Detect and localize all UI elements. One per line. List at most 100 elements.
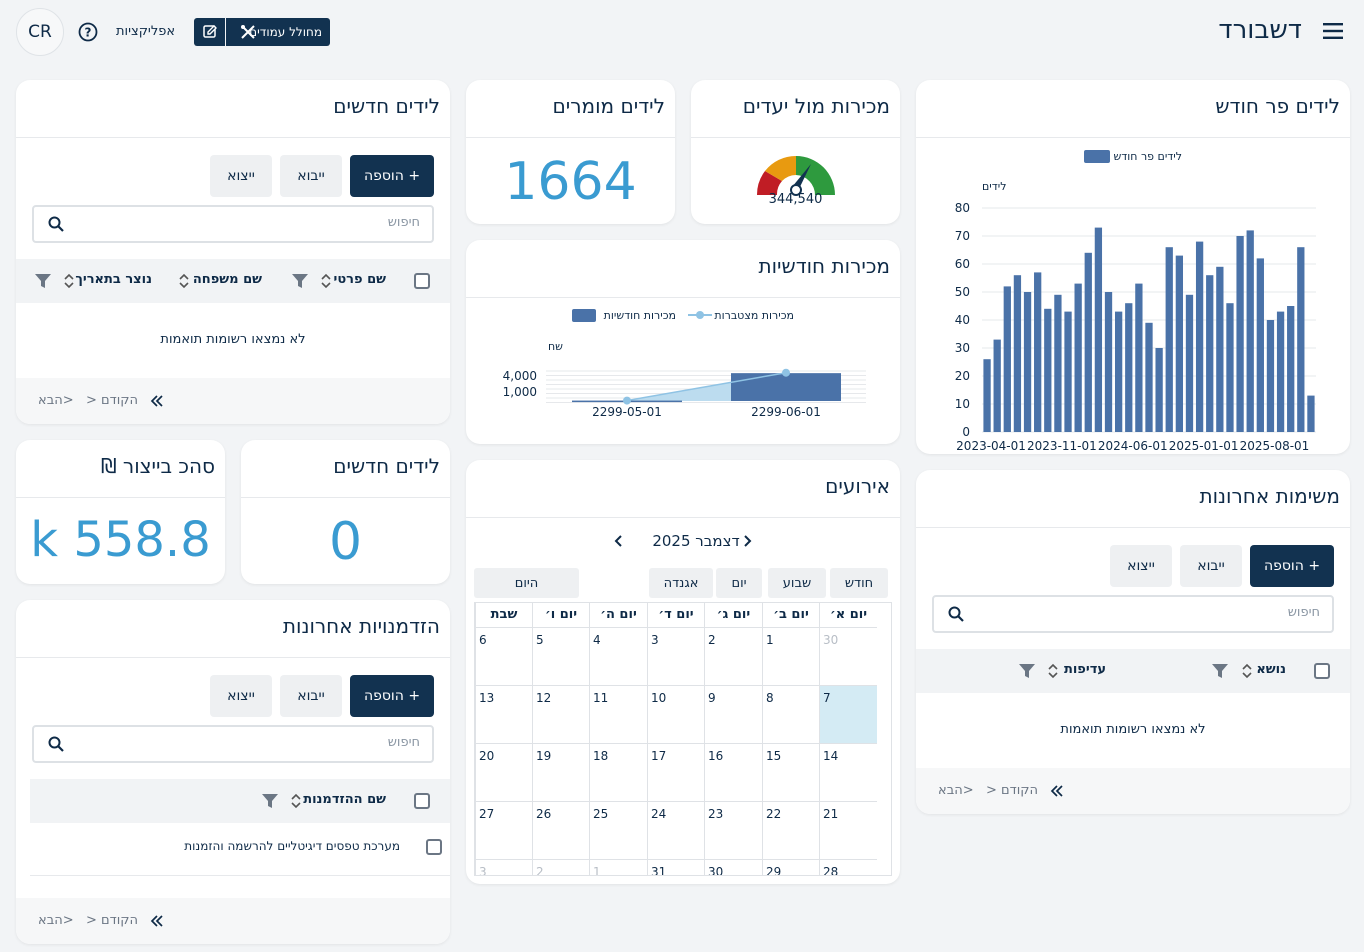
calendar-day[interactable]: 27: [475, 801, 532, 859]
table-row[interactable]: מערכת טפסים דיגיטליים להרשמה והזמנות: [30, 824, 450, 876]
select-all-checkbox[interactable]: [1314, 663, 1330, 679]
calendar-day[interactable]: 3: [647, 627, 704, 685]
card-title: מכירות מול יעדים: [742, 94, 890, 118]
calendar-day[interactable]: 2: [532, 859, 589, 875]
select-all-checkbox[interactable]: [414, 793, 430, 809]
day-number: 22: [766, 807, 782, 821]
calendar-day[interactable]: 4: [589, 627, 647, 685]
calendar-day[interactable]: 23: [704, 801, 762, 859]
column-first-name[interactable]: שם פרטי: [333, 272, 386, 287]
import-button[interactable]: ייבוא: [280, 675, 342, 717]
add-button[interactable]: + הוספה: [1250, 545, 1334, 587]
calendar-day[interactable]: 6: [475, 627, 532, 685]
calendar-day[interactable]: 28: [819, 859, 877, 876]
calendar-day[interactable]: 1: [589, 859, 647, 875]
first-page-icon[interactable]: [150, 394, 164, 408]
calendar-day[interactable]: 2: [704, 627, 762, 685]
export-button[interactable]: ייצוא: [1110, 545, 1172, 587]
search-icon: [948, 606, 964, 622]
day-number: 25: [593, 807, 609, 821]
calendar-day[interactable]: 21: [819, 801, 877, 859]
calendar-day[interactable]: 8: [762, 685, 819, 743]
calendar-day[interactable]: 25: [589, 801, 647, 859]
next-button[interactable]: <הבא: [38, 393, 74, 408]
row-checkbox[interactable]: [426, 839, 442, 855]
sort-icon[interactable]: [320, 273, 332, 289]
page-builder-button[interactable]: מחולל עמודים: [226, 18, 330, 46]
next-button[interactable]: <הבא: [38, 913, 74, 928]
add-button[interactable]: + הוספה: [350, 155, 434, 197]
select-all-checkbox[interactable]: [414, 273, 430, 289]
sort-icon[interactable]: [1047, 663, 1059, 679]
calendar-day[interactable]: 30: [819, 627, 877, 685]
view-agenda-button[interactable]: אגנדה: [649, 568, 713, 598]
column-subject[interactable]: נושא: [1256, 662, 1286, 677]
prev-button[interactable]: הקודם <: [986, 783, 1039, 798]
day-number: 28: [823, 865, 839, 876]
prev-month-icon[interactable]: [742, 534, 752, 548]
column-opportunity-name[interactable]: שם ההזדמנות: [303, 792, 386, 807]
prev-button[interactable]: הקודם <: [86, 913, 139, 928]
search-input[interactable]: חיפוש: [32, 725, 434, 763]
calendar-day[interactable]: 31: [647, 859, 704, 875]
sort-icon[interactable]: [1241, 663, 1253, 679]
calendar-day[interactable]: 3: [475, 859, 532, 875]
calendar-day[interactable]: 11: [589, 685, 647, 743]
next-button[interactable]: <הבא: [938, 783, 974, 798]
filter-icon[interactable]: [1212, 664, 1228, 678]
import-button[interactable]: ייבוא: [280, 155, 342, 197]
filter-icon[interactable]: [35, 274, 51, 288]
next-month-icon[interactable]: [614, 534, 624, 548]
bar: [1074, 283, 1082, 432]
menu-icon[interactable]: [1323, 22, 1343, 40]
calendar-day[interactable]: 17: [647, 743, 704, 801]
calendar-day[interactable]: 5: [532, 627, 589, 685]
apps-link[interactable]: אפליקציות: [116, 24, 176, 39]
filter-icon[interactable]: [1019, 664, 1035, 678]
calendar-day[interactable]: 26: [532, 801, 589, 859]
view-day-button[interactable]: יום: [716, 568, 762, 598]
calendar-day[interactable]: 12: [532, 685, 589, 743]
opportunity-name[interactable]: מערכת טפסים דיגיטליים להרשמה והזמנות: [184, 839, 400, 853]
calendar-day[interactable]: 7: [819, 685, 877, 743]
export-button[interactable]: ייצוא: [210, 155, 272, 197]
recent-opportunities-card: הזדמנויות אחרונות + הוספה ייבוא ייצוא חי…: [16, 600, 450, 944]
calendar-day[interactable]: 9: [704, 685, 762, 743]
bar: [1195, 241, 1204, 432]
calendar-day[interactable]: 30: [704, 859, 762, 875]
calendar-day[interactable]: 14: [819, 743, 877, 801]
add-button[interactable]: + הוספה: [350, 675, 434, 717]
edit-button[interactable]: [194, 18, 225, 46]
sort-icon[interactable]: [178, 273, 190, 289]
filter-icon[interactable]: [262, 794, 278, 808]
calendar-day[interactable]: 16: [704, 743, 762, 801]
search-input[interactable]: חיפוש: [932, 595, 1334, 633]
calendar-day[interactable]: 15: [762, 743, 819, 801]
column-priority[interactable]: עדיפות: [1063, 662, 1106, 677]
calendar-day[interactable]: 29: [762, 859, 819, 875]
calendar-day[interactable]: 24: [647, 801, 704, 859]
calendar-day[interactable]: 22: [762, 801, 819, 859]
calendar-day[interactable]: 20: [475, 743, 532, 801]
column-last-name[interactable]: שם משפחה: [192, 272, 262, 287]
first-page-icon[interactable]: [1050, 784, 1064, 798]
import-button[interactable]: ייבוא: [1180, 545, 1242, 587]
calendar-day[interactable]: 13: [475, 685, 532, 743]
search-input[interactable]: חיפוש: [32, 205, 434, 243]
help-icon[interactable]: ?: [78, 22, 98, 42]
calendar-day[interactable]: 10: [647, 685, 704, 743]
export-button[interactable]: ייצוא: [210, 675, 272, 717]
prev-button[interactable]: הקודם <: [86, 393, 139, 408]
view-month-button[interactable]: חודש: [830, 568, 888, 598]
calendar-day[interactable]: 18: [589, 743, 647, 801]
calendar-day[interactable]: 1: [762, 627, 819, 685]
column-created-date[interactable]: נוצר בתאריך: [75, 272, 152, 287]
avatar[interactable]: CR: [16, 8, 64, 56]
calendar-day[interactable]: 19: [532, 743, 589, 801]
view-week-button[interactable]: שבוע: [768, 568, 826, 598]
sort-icon[interactable]: [63, 273, 75, 289]
sort-icon[interactable]: [290, 793, 302, 809]
first-page-icon[interactable]: [150, 914, 164, 928]
today-button[interactable]: היום: [474, 568, 579, 598]
filter-icon[interactable]: [292, 274, 308, 288]
